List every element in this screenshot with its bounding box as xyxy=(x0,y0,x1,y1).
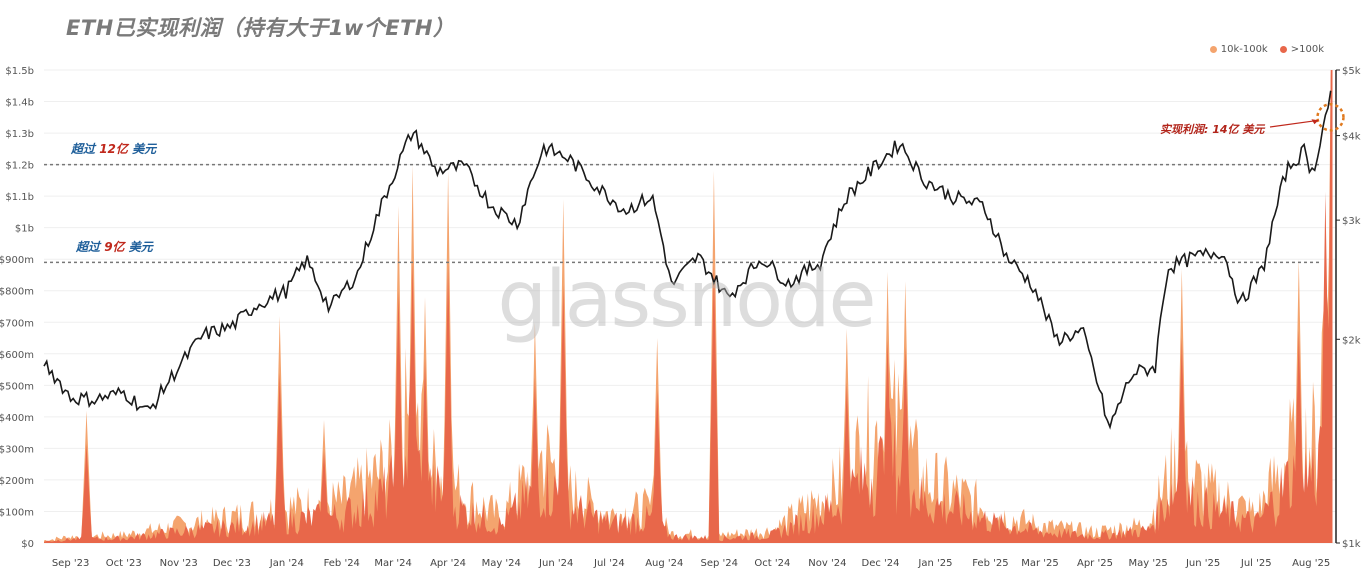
right-tick-label: $3k xyxy=(1342,216,1361,227)
left-tick-label: $900m xyxy=(0,255,34,266)
left-tick-label: $1.5b xyxy=(5,66,34,77)
reference-label-12-suffix: 美元 xyxy=(132,142,157,156)
x-tick-label: Dec '24 xyxy=(862,558,900,569)
left-tick-label: $700m xyxy=(0,318,34,329)
x-tick-label: Aug '24 xyxy=(645,558,683,569)
realized-profit-annotation: 实现利润: 14亿 美元 xyxy=(1160,123,1265,136)
x-tick-label: Feb '24 xyxy=(324,558,360,569)
left-tick-label: $1.2b xyxy=(5,161,34,172)
reference-label-12-prefix: 超过 xyxy=(71,142,96,156)
left-tick-label: $600m xyxy=(0,350,34,361)
reference-label-9-prefix: 超过 xyxy=(76,240,101,254)
price-series-line xyxy=(43,90,1332,430)
legend-label-10k-100k: 10k-100k xyxy=(1220,44,1268,55)
legend-item-10k-100k[interactable]: 10k-100k xyxy=(1209,44,1268,55)
right-axis-ticks: $1k $2k $3k $4k $5k xyxy=(1335,66,1361,550)
right-tick-label: $2k xyxy=(1342,335,1361,346)
left-tick-label: $1.3b xyxy=(5,129,34,140)
left-tick-label: $1.1b xyxy=(5,192,34,203)
x-tick-label: Jul '25 xyxy=(1240,558,1272,569)
x-tick-label: Jun '24 xyxy=(538,558,573,569)
reference-label-12-value: 12亿 xyxy=(99,142,128,156)
legend-label-gt100k: >100k xyxy=(1290,44,1324,55)
x-tick-label: Jul '24 xyxy=(593,558,625,569)
reference-label-9-suffix: 美元 xyxy=(128,240,153,254)
x-tick-label: Dec '23 xyxy=(213,558,251,569)
chart-title: ETH已实现利润（持有大于1w个ETH） xyxy=(66,16,455,40)
x-tick-label: Aug '25 xyxy=(1292,558,1330,569)
left-tick-label: $100m xyxy=(0,507,34,518)
reference-label-12: 超过 12亿 美元 xyxy=(71,140,156,157)
x-tick-label: Jan '25 xyxy=(917,558,952,569)
grid-lines xyxy=(44,69,1336,544)
legend-dot-10k-100k xyxy=(1209,46,1217,53)
left-tick-label: $0 xyxy=(21,539,34,550)
left-tick-label: $500m xyxy=(0,381,34,392)
annotation-circle xyxy=(1316,103,1345,132)
reference-label-9: 超过 9亿 美元 xyxy=(76,238,153,255)
annotation-marker xyxy=(1269,103,1345,132)
x-tick-label: Sep '24 xyxy=(700,558,738,569)
left-tick-label: $400m xyxy=(0,413,34,424)
reference-label-9-value: 9亿 xyxy=(104,240,125,254)
x-tick-label: May '25 xyxy=(1128,558,1167,569)
right-tick-label: $1k xyxy=(1342,539,1361,550)
left-tick-label: $200m xyxy=(0,476,34,487)
legend-dot-gt100k xyxy=(1279,46,1287,53)
x-tick-label: Nov '24 xyxy=(808,558,846,569)
right-tick-label: $4k xyxy=(1342,132,1361,143)
area-10k-100k xyxy=(44,70,1333,543)
x-axis-ticks: Sep '23 Oct '23 Nov '23 Dec '23 Jan '24 Feb '… xyxy=(52,558,1330,569)
x-tick-label: Oct '24 xyxy=(754,558,790,569)
right-tick-label: $5k xyxy=(1342,66,1361,77)
left-axis-ticks: $0 $100m $200m $300m $400m $500m $600m $700m $80… xyxy=(0,66,34,550)
x-tick-label: Mar '24 xyxy=(374,558,412,569)
x-tick-label: Sep '23 xyxy=(52,558,90,569)
x-tick-label: Feb '25 xyxy=(972,558,1008,569)
profit-areas xyxy=(44,70,1333,543)
left-tick-label: $1.4b xyxy=(5,98,34,109)
x-tick-label: May '24 xyxy=(482,558,521,569)
x-tick-label: Apr '24 xyxy=(430,558,466,569)
annotation-arrow-line xyxy=(1269,119,1319,128)
legend-item-gt100k[interactable]: >100k xyxy=(1279,44,1324,55)
area-gt100k xyxy=(44,70,1333,543)
annotation-arrow-head xyxy=(1311,119,1319,125)
x-tick-label: Apr '25 xyxy=(1077,558,1113,569)
x-tick-label: Nov '23 xyxy=(160,558,198,569)
left-tick-label: $300m xyxy=(0,444,34,455)
x-tick-label: Jan '24 xyxy=(269,558,304,569)
left-tick-label: $800m xyxy=(0,287,34,298)
x-tick-label: Oct '23 xyxy=(106,558,142,569)
reference-lines xyxy=(44,163,1322,264)
price-line xyxy=(43,90,1332,430)
left-tick-label: $1b xyxy=(15,224,34,235)
x-tick-label: Mar '25 xyxy=(1021,558,1059,569)
x-tick-label: Jun '25 xyxy=(1185,558,1220,569)
legend: 10k-100k >100k xyxy=(1209,44,1324,55)
